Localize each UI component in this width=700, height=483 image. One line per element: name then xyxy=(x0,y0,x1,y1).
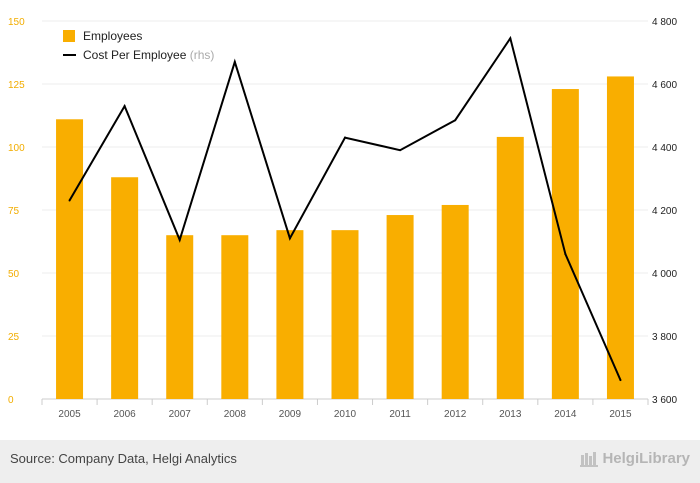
y-left-tick-label: 50 xyxy=(8,269,20,280)
x-tick-label: 2013 xyxy=(499,409,522,420)
bar-employees xyxy=(441,204,469,399)
bar-employees xyxy=(331,230,359,399)
y-left-tick-label: 100 xyxy=(8,143,25,154)
y-axis-right: 3 600 3 800 4 000 4 200 4 400 4 600 4 800 xyxy=(652,17,677,406)
point-cost-per-employee xyxy=(509,37,512,40)
x-tick-label: 2006 xyxy=(114,409,137,420)
legend-swatch-employees xyxy=(63,30,75,42)
bar-employees xyxy=(606,76,634,399)
source-note: Source: Company Data, Helgi Analytics xyxy=(10,451,237,466)
point-cost-per-employee xyxy=(288,237,291,240)
brand-name: HelgiLibrary xyxy=(602,449,690,467)
point-cost-per-employee xyxy=(399,149,402,152)
legend-label-employees: Employees xyxy=(83,29,142,43)
point-cost-per-employee xyxy=(123,105,126,108)
line-series-cost-per-employee xyxy=(68,35,622,382)
legend-rhs-suffix: (rhs) xyxy=(190,48,215,62)
y-left-tick-label: 75 xyxy=(8,206,20,217)
bar-employees xyxy=(166,235,194,399)
x-axis: 2005 2006 2007 2008 2009 2010 2011 2012 2013 2014… xyxy=(41,399,649,420)
y-right-tick-label: 3 600 xyxy=(652,395,677,406)
x-tick-label: 2014 xyxy=(554,409,577,420)
bar-employees xyxy=(496,136,524,400)
y-right-tick-label: 4 600 xyxy=(652,80,677,91)
point-cost-per-employee xyxy=(344,136,346,139)
y-left-tick-label: 25 xyxy=(8,332,20,343)
x-tick-label: 2010 xyxy=(334,409,357,420)
y-right-tick-label: 3 800 xyxy=(652,332,677,343)
bar-employees xyxy=(276,230,304,399)
x-tick-label: 2005 xyxy=(58,409,81,420)
y-right-tick-label: 4 200 xyxy=(652,206,677,217)
point-cost-per-employee xyxy=(233,60,236,63)
y-left-tick-label: 150 xyxy=(8,17,25,28)
y-right-tick-label: 4 400 xyxy=(652,143,677,154)
x-tick-label: 2009 xyxy=(279,409,302,420)
bar-employees xyxy=(386,215,414,399)
library-icon xyxy=(580,452,599,467)
chart-svg: 0 25 50 75 100 125 150 3 600 3 800 4 000 4 200 4 4… xyxy=(8,17,677,420)
brand-logo[interactable]: HelgiLibrary xyxy=(580,449,690,467)
point-cost-per-employee xyxy=(454,119,457,122)
point-cost-per-employee xyxy=(178,238,181,241)
x-tick-label: 2011 xyxy=(389,409,411,420)
bar-employees xyxy=(551,89,579,399)
legend-label-cost-per-employee: Cost Per Employee (rhs) xyxy=(83,48,214,62)
bar-employees xyxy=(111,177,139,399)
footer: Source: Company Data, Helgi Analytics He… xyxy=(0,440,700,483)
y-right-tick-label: 4 800 xyxy=(652,17,677,28)
bar-series-employees xyxy=(56,76,634,400)
y-axis-left: 0 25 50 75 100 125 150 xyxy=(8,17,25,406)
legend: Employees Cost Per Employee (rhs) xyxy=(63,29,214,62)
bar-employees xyxy=(221,235,249,399)
x-tick-label: 2015 xyxy=(609,409,632,420)
chart: 0 25 50 75 100 125 150 3 600 3 800 4 000 4 200 4 4… xyxy=(8,17,677,420)
legend-cost-name: Cost Per Employee xyxy=(83,48,187,62)
y-right-tick-label: 4 000 xyxy=(652,269,677,280)
bar-employees xyxy=(56,119,84,399)
x-tick-label: 2008 xyxy=(224,409,247,420)
x-tick-label: 2012 xyxy=(444,409,467,420)
y-left-tick-label: 125 xyxy=(8,80,25,91)
point-cost-per-employee xyxy=(564,253,567,256)
point-cost-per-employee xyxy=(68,199,71,202)
x-tick-label: 2007 xyxy=(169,409,192,420)
y-left-tick-label: 0 xyxy=(8,395,14,406)
point-cost-per-employee xyxy=(619,379,622,382)
